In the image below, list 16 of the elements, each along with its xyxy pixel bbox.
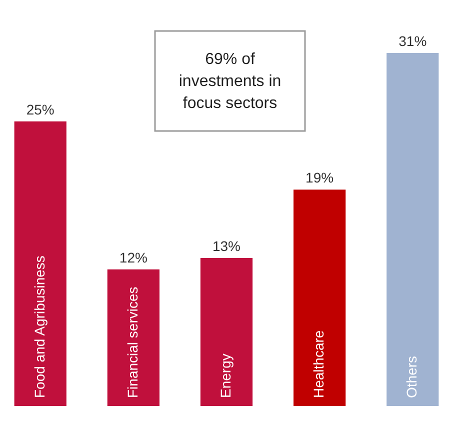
x-tick-label: Healthcare xyxy=(310,330,327,398)
data-label: 13% xyxy=(212,238,241,254)
x-tick-label: Energy xyxy=(218,354,234,398)
bar xyxy=(200,258,253,406)
bar xyxy=(107,269,160,406)
annotation: 69% of investments in focus sectors xyxy=(178,51,282,112)
bar xyxy=(386,53,439,406)
data-label: 12% xyxy=(119,249,148,266)
bar xyxy=(294,190,346,406)
data-label: 31% xyxy=(398,33,427,49)
data-label: 19% xyxy=(306,170,334,186)
data-label: 25% xyxy=(26,101,54,118)
x-tick-label: Food and Agribusiness xyxy=(31,256,48,398)
bar xyxy=(14,121,66,406)
x-tick-label: Others xyxy=(404,356,420,398)
x-tick-label: Financial services xyxy=(124,286,140,398)
